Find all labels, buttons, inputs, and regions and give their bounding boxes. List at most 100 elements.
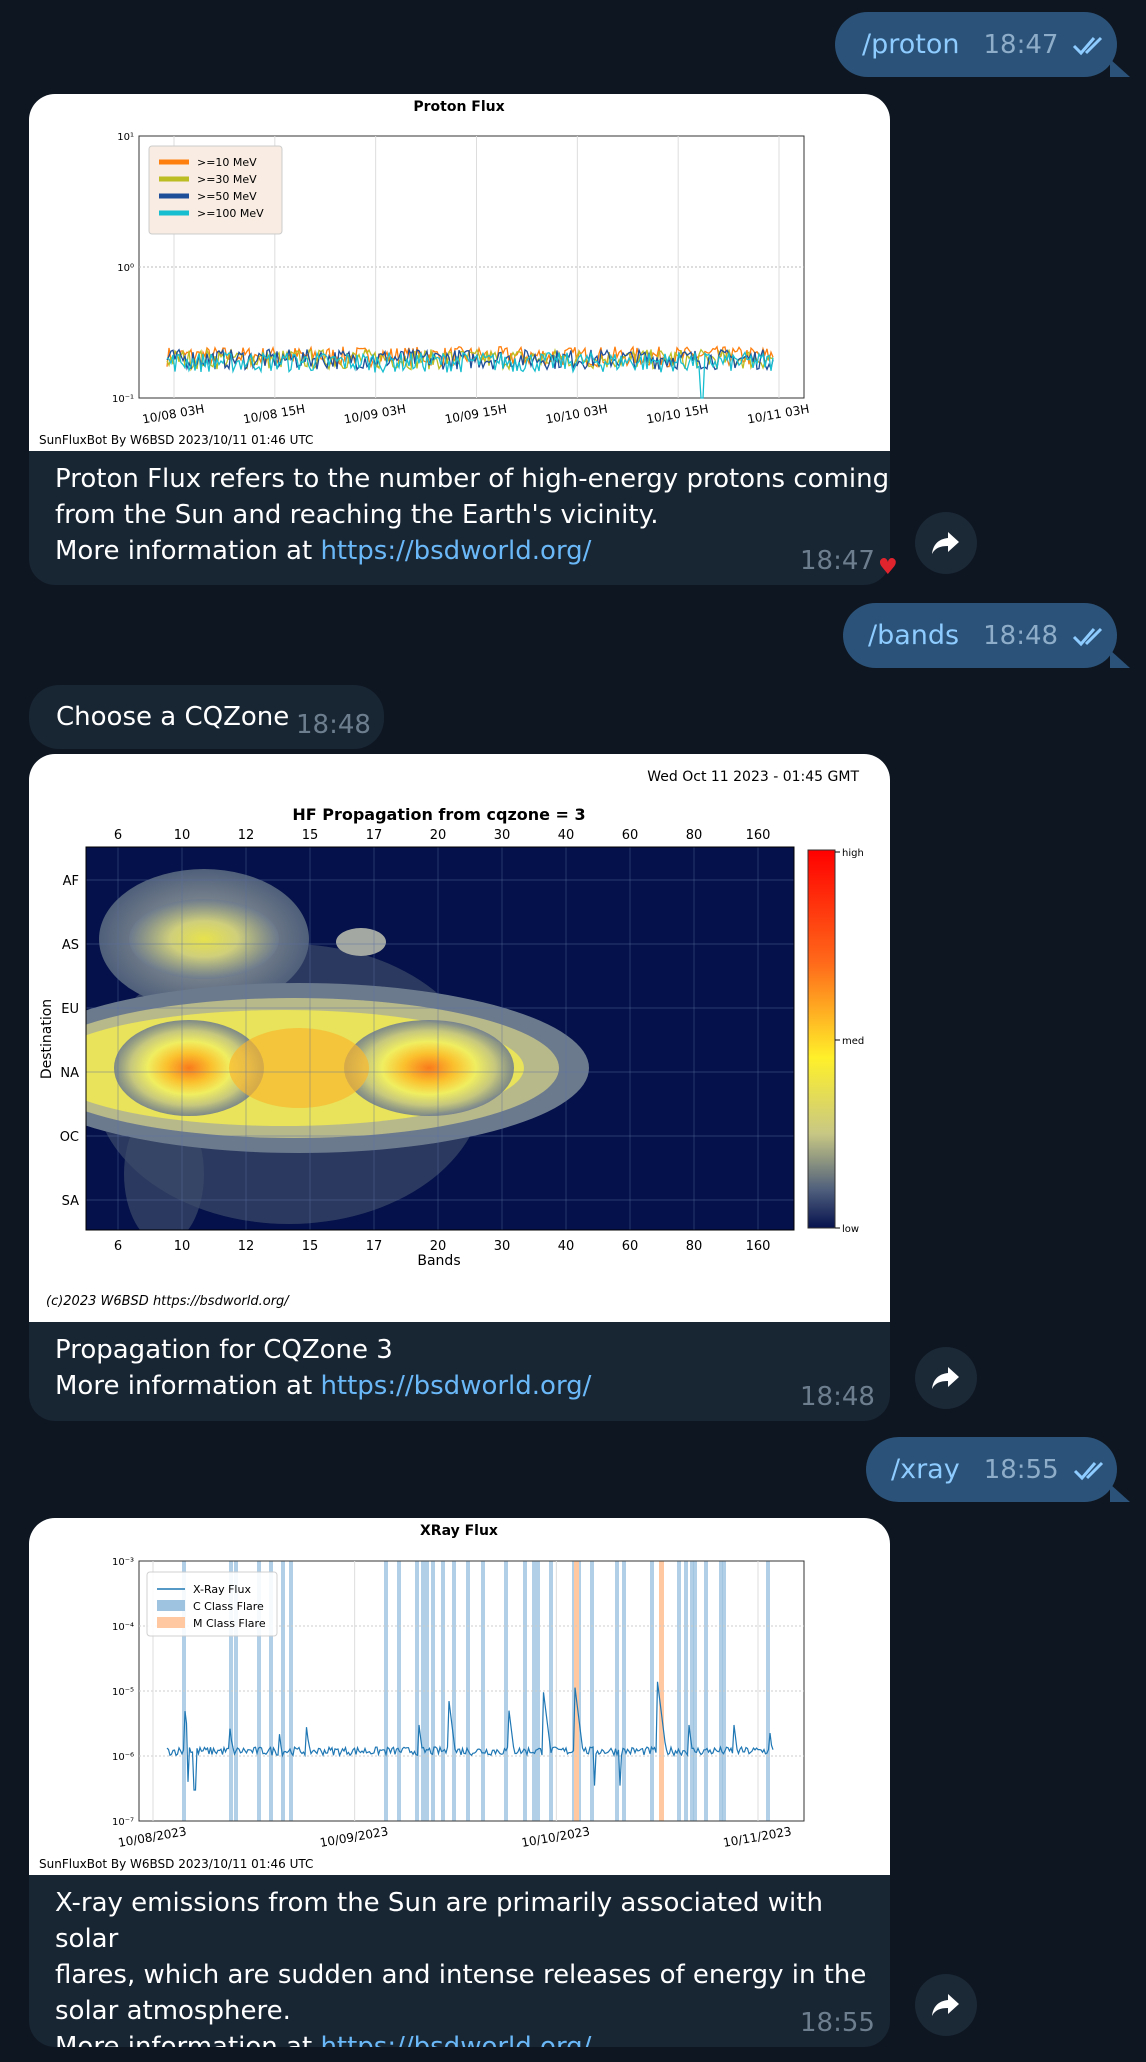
y-tick-label: NA xyxy=(60,1066,79,1081)
x-tick-bottom: 12 xyxy=(238,1239,255,1254)
x-tick-label: 10/08 15H xyxy=(242,402,306,427)
x-tick-bottom: 17 xyxy=(366,1239,383,1254)
x-tick-bottom: 160 xyxy=(746,1239,771,1254)
xray-chart-footer: SunFluxBot By W6BSD 2023/10/11 01:46 UTC xyxy=(39,1857,313,1871)
double-check-icon xyxy=(1073,1461,1103,1480)
x-tick-top: 17 xyxy=(366,828,383,843)
x-tick-top: 6 xyxy=(114,828,122,843)
x-tick-top: 60 xyxy=(622,828,639,843)
y-tick-label: AS xyxy=(62,938,79,953)
outgoing-message-xray: /xray 18:55 xyxy=(866,1437,1117,1502)
y-tick-label: 10⁻⁶ xyxy=(112,1752,134,1763)
x-tick-top: 80 xyxy=(686,828,703,843)
y-tick-label: 10⁻¹ xyxy=(112,394,134,405)
xray-flux-chart[interactable]: XRay Flux 10⁻³ 10⁻⁴ 10⁻⁵ 10⁻⁶ 10⁻⁷ 10/08/202… xyxy=(29,1518,890,1875)
x-tick-label: 10/08/2023 xyxy=(117,1824,188,1850)
legend-label: >=10 MeV xyxy=(197,156,257,169)
y-tick-label: EU xyxy=(61,1002,79,1017)
proton-caption: Proton Flux refers to the number of high… xyxy=(55,464,890,566)
y-tick-label: OC xyxy=(60,1130,79,1145)
bsdworld-link[interactable]: https://bsdworld.org/ xyxy=(320,2032,592,2047)
c-class-flare-band xyxy=(504,1561,508,1821)
y-tick-label: 10⁻³ xyxy=(112,1557,134,1568)
message-time: 18:55 xyxy=(983,1454,1059,1485)
y-tick-label: 10⁻⁴ xyxy=(112,1622,134,1633)
outgoing-message-proton: /proton 18:47 xyxy=(835,12,1117,77)
x-tick-label: 10/09 03H xyxy=(343,402,407,427)
legend-label: C Class Flare xyxy=(193,1600,264,1613)
xray-caption: X-ray emissions from the Sun are primari… xyxy=(55,1885,890,2047)
legend-label: M Class Flare xyxy=(193,1617,266,1630)
x-tick-bottom: 6 xyxy=(114,1239,122,1254)
y-tick-label: AF xyxy=(63,874,79,889)
x-tick-bottom: 80 xyxy=(686,1239,703,1254)
x-tick-bottom: 30 xyxy=(494,1239,511,1254)
x-tick-bottom: 40 xyxy=(558,1239,575,1254)
proton-legend: >=10 MeV >=30 MeV >=50 MeV >=100 MeV xyxy=(148,145,283,235)
timestamp: Wed Oct 11 2023 - 01:45 GMT xyxy=(647,769,859,785)
bsdworld-link[interactable]: https://bsdworld.org/ xyxy=(320,536,592,566)
message-text: Choose a CQZone xyxy=(56,702,290,732)
x-tick-label: 10/11 03H xyxy=(746,402,810,427)
x-tick-top: 10 xyxy=(174,828,191,843)
message-time: 18:48 xyxy=(983,620,1059,651)
legend-label: >=30 MeV xyxy=(197,173,257,186)
xray-legend: X-Ray Flux C Class Flare M Class Flare xyxy=(146,1571,278,1637)
proton-flux-chart[interactable]: Proton Flux 10⁻¹ 10⁰ 10¹ 10/08 03H 10/08 15… xyxy=(29,94,890,451)
hf-propagation-chart[interactable]: Wed Oct 11 2023 - 01:45 GMT HF Propagati… xyxy=(29,754,890,1322)
legend-label: X-Ray Flux xyxy=(193,1583,251,1596)
legend-label: >=100 MeV xyxy=(197,207,264,220)
x-tick-top: 30 xyxy=(494,828,511,843)
y-tick-label: 10⁻⁷ xyxy=(112,1817,134,1828)
c-class-flare-band xyxy=(532,1561,536,1821)
bands-chart-title: HF Propagation from cqzone = 3 xyxy=(292,805,585,824)
colorbar-label: low xyxy=(842,1224,859,1235)
forward-button[interactable] xyxy=(915,512,977,574)
x-tick-bottom: 20 xyxy=(430,1239,447,1254)
x-tick-bottom: 15 xyxy=(302,1239,319,1254)
y-tick-label: 10¹ xyxy=(117,132,134,143)
command-link-bands[interactable]: /bands xyxy=(868,620,960,651)
proton-chart-title: Proton Flux xyxy=(413,99,504,115)
message-time: 18:55 xyxy=(800,2008,875,2038)
y-tick-label: 10⁻⁵ xyxy=(112,1687,134,1698)
forward-button[interactable] xyxy=(915,1974,977,2036)
message-time: 18:48 xyxy=(800,1382,875,1412)
heart-reaction-icon[interactable]: ♥ xyxy=(878,555,898,580)
colorbar-label: high xyxy=(842,848,864,859)
command-link-proton[interactable]: /proton xyxy=(862,29,960,60)
bsdworld-link[interactable]: https://bsdworld.org/ xyxy=(320,1371,592,1401)
bands-footer: (c)2023 W6BSD https://bsdworld.org/ xyxy=(46,1294,290,1309)
choose-cqzone-message: Choose a CQZone 18:48 xyxy=(29,685,384,749)
x-tick-label: 10/11/2023 xyxy=(722,1824,793,1850)
forward-icon xyxy=(932,1367,959,1389)
legend-label: >=50 MeV xyxy=(197,190,257,203)
outgoing-message-bands: /bands 18:48 xyxy=(843,603,1117,668)
bands-caption: Propagation for CQZone 3 More informatio… xyxy=(55,1335,592,1401)
forward-icon xyxy=(932,1994,959,2016)
command-link-xray[interactable]: /xray xyxy=(891,1454,960,1485)
x-tick-label: 10/09/2023 xyxy=(319,1824,390,1850)
bands-xlabel: Bands xyxy=(417,1253,460,1269)
double-check-icon xyxy=(1073,36,1103,55)
hf-propagation-message: Wed Oct 11 2023 - 01:45 GMT HF Propagati… xyxy=(29,754,890,1421)
m-class-flare-band xyxy=(659,1561,664,1821)
c-class-flare-band xyxy=(452,1561,456,1821)
x-tick-top: 15 xyxy=(302,828,319,843)
legend-swatch xyxy=(157,1600,185,1611)
x-tick-label: 10/10 03H xyxy=(545,402,609,427)
c-class-flare-band xyxy=(684,1561,688,1821)
x-tick-label: 10/09 15H xyxy=(444,402,508,427)
x-tick-label: 10/10 15H xyxy=(645,402,709,427)
c-class-flare-band xyxy=(384,1561,388,1821)
c-class-flare-band xyxy=(536,1561,540,1821)
double-check-icon xyxy=(1072,627,1103,646)
x-tick-top: 20 xyxy=(430,828,447,843)
bands-ylabel: Destination xyxy=(39,999,55,1079)
x-tick-top: 160 xyxy=(746,828,771,843)
xray-chart-title: XRay Flux xyxy=(420,1523,498,1539)
xray-flux-line xyxy=(166,1681,774,1791)
forward-button[interactable] xyxy=(915,1347,977,1409)
x-tick-bottom: 60 xyxy=(622,1239,639,1254)
x-tick-top: 40 xyxy=(558,828,575,843)
